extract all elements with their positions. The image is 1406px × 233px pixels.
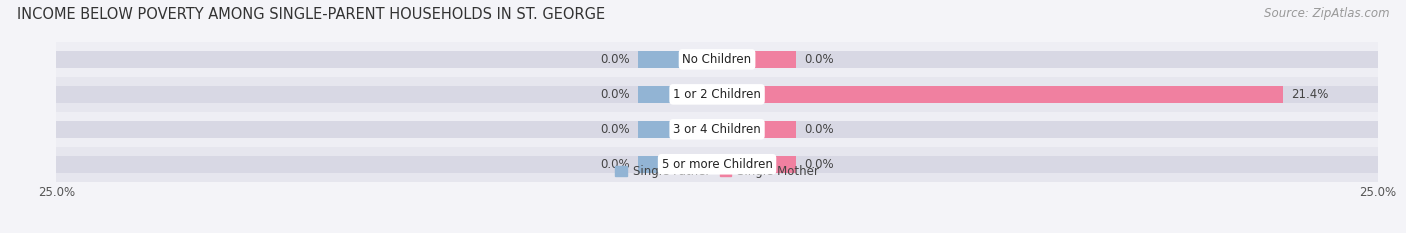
Bar <box>56 51 1378 68</box>
Bar <box>56 112 1378 147</box>
Text: 5 or more Children: 5 or more Children <box>662 158 772 171</box>
Text: No Children: No Children <box>682 53 752 66</box>
Text: 0.0%: 0.0% <box>600 88 630 101</box>
Text: INCOME BELOW POVERTY AMONG SINGLE-PARENT HOUSEHOLDS IN ST. GEORGE: INCOME BELOW POVERTY AMONG SINGLE-PARENT… <box>17 7 605 22</box>
Bar <box>717 86 1282 103</box>
Bar <box>638 156 717 173</box>
Text: 0.0%: 0.0% <box>804 158 834 171</box>
Bar <box>56 42 1378 77</box>
Bar <box>638 86 717 103</box>
Bar <box>717 121 796 138</box>
Text: 0.0%: 0.0% <box>804 123 834 136</box>
Text: 0.0%: 0.0% <box>600 53 630 66</box>
Legend: Single Father, Single Mother: Single Father, Single Mother <box>610 160 824 183</box>
Text: 21.4%: 21.4% <box>1291 88 1329 101</box>
Bar <box>56 86 1378 103</box>
Bar <box>717 51 796 68</box>
Text: 0.0%: 0.0% <box>600 123 630 136</box>
Bar <box>56 77 1378 112</box>
Text: 3 or 4 Children: 3 or 4 Children <box>673 123 761 136</box>
Bar <box>56 121 1378 138</box>
Bar <box>638 51 717 68</box>
Bar <box>56 156 1378 173</box>
Text: 0.0%: 0.0% <box>804 53 834 66</box>
Text: Source: ZipAtlas.com: Source: ZipAtlas.com <box>1264 7 1389 20</box>
Bar <box>638 121 717 138</box>
Text: 0.0%: 0.0% <box>600 158 630 171</box>
Text: 1 or 2 Children: 1 or 2 Children <box>673 88 761 101</box>
Bar <box>717 156 796 173</box>
Bar <box>56 147 1378 182</box>
